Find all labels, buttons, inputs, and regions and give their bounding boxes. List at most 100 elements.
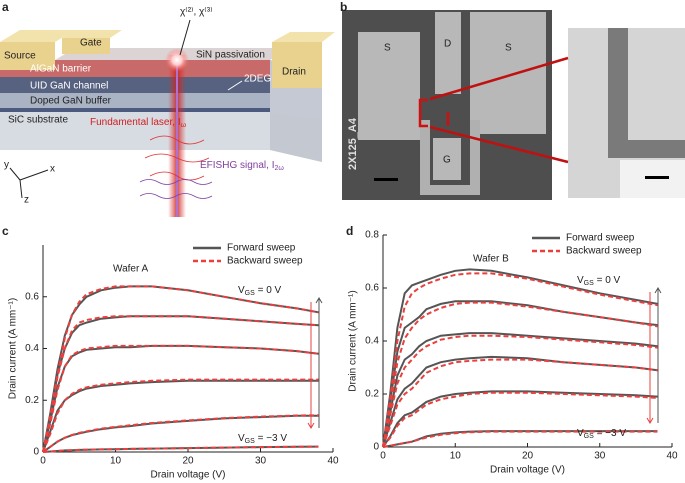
y-tick-label: 0	[33, 447, 39, 458]
curve	[42, 285, 319, 453]
pad	[358, 32, 420, 140]
vgs-symbol: V	[238, 285, 245, 296]
label: Drain	[282, 67, 306, 78]
x-tick-label: 20	[522, 451, 534, 462]
gate-top	[62, 30, 122, 38]
curve	[382, 268, 658, 448]
y-tick-label: 0.4	[25, 343, 39, 354]
curve	[382, 301, 658, 448]
gate-feed	[420, 120, 480, 195]
zoom-line	[429, 56, 569, 164]
curve	[382, 355, 658, 448]
side-face	[270, 112, 322, 162]
pointer	[227, 80, 243, 91]
algan-layer	[0, 60, 270, 77]
curve	[382, 332, 658, 448]
schematic: Gate Source Drain AlGaN barrier SiN pass…	[0, 7, 335, 217]
vgs-symbol: V	[577, 428, 584, 439]
arrow	[654, 287, 662, 423]
drain-contact	[272, 42, 322, 88]
vgs-text: = −3 V	[255, 433, 288, 444]
curve	[42, 414, 319, 453]
annotation: Wafer A	[113, 264, 149, 275]
vgs-label: VGS = 0 V	[577, 275, 621, 288]
curve	[382, 334, 658, 448]
arrow	[315, 297, 323, 428]
label: Fundamental laser, Iω	[90, 117, 187, 130]
axis-label: y	[4, 160, 9, 171]
label: SiN passivation	[196, 50, 265, 61]
axis-label: x	[50, 164, 55, 175]
x-axis-title: Drain voltage (V)	[490, 465, 565, 476]
scale-bar	[374, 178, 398, 181]
y-axis-title: Drain current (A mm⁻¹)	[348, 290, 359, 391]
zoom-feature	[608, 28, 685, 158]
laser-wave	[144, 135, 210, 181]
focus-spot	[165, 48, 189, 72]
x-tick-label: 20	[182, 456, 194, 467]
panel-label: a	[2, 0, 9, 14]
vgs-symbol: V	[238, 433, 245, 444]
pad	[433, 138, 461, 180]
curve	[42, 344, 319, 453]
y-axis-title: Drain current (A mm⁻¹)	[8, 298, 19, 399]
x-tick-label: 0	[40, 456, 46, 467]
gate-contact	[62, 38, 110, 54]
device-id: 2X125_A4	[347, 117, 359, 170]
panel-label: c	[2, 224, 9, 238]
legend-label: Backward sweep	[227, 256, 303, 267]
curve	[42, 315, 319, 453]
label: χ⁽²⁾, χ⁽³⁾	[180, 7, 213, 18]
x-tick-label: 40	[327, 456, 339, 467]
legend-label: Backward sweep	[566, 246, 642, 257]
x-axis-title: Drain voltage (V)	[150, 470, 225, 481]
y-tick-label: 0.2	[25, 395, 39, 406]
vgs-text: = −3 V	[594, 428, 627, 439]
axes-icon	[9, 167, 49, 199]
shg-beam	[176, 55, 178, 217]
y-tick-label: 0.4	[365, 336, 379, 347]
pad	[435, 12, 461, 94]
y-tick-label: 0	[373, 442, 379, 453]
label: Source	[4, 51, 36, 62]
vgs-sub: GS	[245, 438, 255, 445]
label: AlGaN barrier	[30, 64, 92, 75]
vgs-text: = 0 V	[255, 285, 282, 296]
x-tick-label: 30	[594, 451, 606, 462]
x-tick-label: 10	[110, 456, 122, 467]
annotation: Wafer B	[473, 254, 509, 265]
vgs-sub: GS	[584, 280, 594, 287]
zoom-box	[418, 98, 450, 128]
substrate-layer	[0, 112, 322, 162]
pad-label: D	[444, 39, 451, 50]
curve	[382, 358, 658, 448]
sem-images: S D S G 2X125_A4	[342, 10, 685, 200]
label: 2DEG	[244, 74, 271, 85]
arrow	[307, 302, 315, 429]
label: Gate	[80, 38, 102, 49]
drain-top	[272, 32, 335, 42]
source-contact	[0, 42, 55, 70]
panel-label: b	[340, 0, 347, 14]
x-tick-label: 40	[666, 451, 678, 462]
label: SiC substrate	[8, 115, 68, 126]
curve	[42, 285, 319, 453]
channel-layer	[0, 77, 270, 93]
axis-label: z	[24, 195, 29, 206]
curve	[382, 430, 658, 448]
pad-label: S	[505, 43, 512, 54]
curve	[42, 445, 319, 453]
curve	[382, 391, 658, 448]
y-tick-label: 0.8	[365, 230, 379, 241]
x-tick-label: 30	[255, 456, 267, 467]
pad	[470, 12, 546, 134]
y-tick-label: 0.6	[365, 283, 379, 294]
vgs-sub: GS	[584, 433, 594, 440]
curve	[382, 300, 658, 448]
x-tick-label: 10	[450, 451, 462, 462]
vgs-label: VGS = −3 V	[238, 433, 287, 446]
curve	[382, 272, 658, 448]
x-tick-label: 0	[380, 451, 386, 462]
pad-label: S	[384, 43, 391, 54]
